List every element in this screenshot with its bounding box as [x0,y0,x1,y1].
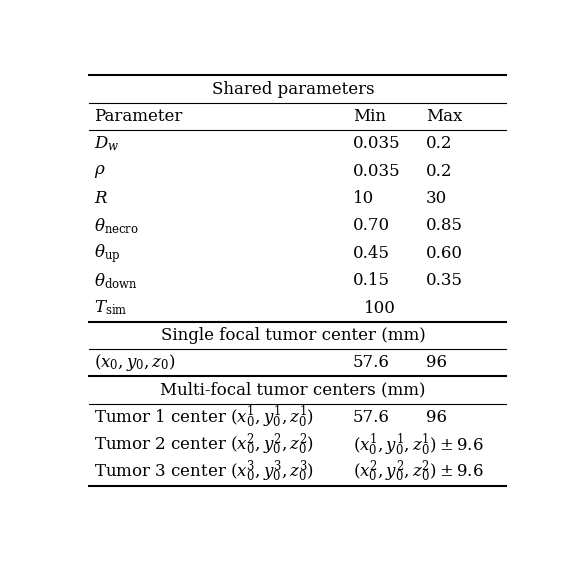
Text: 0.60: 0.60 [426,245,463,262]
Text: $D_w$: $D_w$ [94,135,119,153]
Text: 100: 100 [364,299,396,316]
Text: $(x_0, y_0, z_0)$: $(x_0, y_0, z_0)$ [94,352,175,373]
Text: 0.2: 0.2 [426,163,452,180]
Text: 57.6: 57.6 [353,409,390,426]
Text: Tumor 3 center $(x_0^3, y_0^3, z_0^3)$: Tumor 3 center $(x_0^3, y_0^3, z_0^3)$ [94,459,313,486]
Text: 0.15: 0.15 [353,272,390,289]
Text: $R$: $R$ [94,190,108,207]
Text: 0.85: 0.85 [426,218,463,235]
Text: Single focal tumor center (mm): Single focal tumor center (mm) [161,327,426,344]
Text: $\rho$: $\rho$ [94,163,105,180]
Text: 30: 30 [426,190,447,207]
Text: $(x_0^1, y_0^1, z_0^1) \pm 9.6$: $(x_0^1, y_0^1, z_0^1) \pm 9.6$ [353,432,484,458]
Text: 0.35: 0.35 [426,272,463,289]
Text: 96: 96 [426,354,447,371]
Text: $T_{\rm sim}$: $T_{\rm sim}$ [94,299,127,318]
Text: 96: 96 [426,409,447,426]
Text: 0.035: 0.035 [353,163,400,180]
Text: 57.6: 57.6 [353,354,390,371]
Text: Max: Max [426,108,463,125]
Text: Tumor 1 center $(x_0^1, y_0^1, z_0^1)$: Tumor 1 center $(x_0^1, y_0^1, z_0^1)$ [94,404,313,430]
Text: 10: 10 [353,190,374,207]
Text: 0.70: 0.70 [353,218,390,235]
Text: Multi-focal tumor centers (mm): Multi-focal tumor centers (mm) [160,382,426,399]
Text: $\theta_{\rm necro}$: $\theta_{\rm necro}$ [94,216,138,236]
Text: $\theta_{\rm down}$: $\theta_{\rm down}$ [94,271,137,290]
Text: Shared parameters: Shared parameters [212,81,375,98]
Text: Min: Min [353,108,386,125]
Text: $\theta_{\rm up}$: $\theta_{\rm up}$ [94,242,120,265]
Text: Parameter: Parameter [94,108,182,125]
Text: 0.2: 0.2 [426,135,452,152]
Text: Tumor 2 center $(x_0^2, y_0^2, z_0^2)$: Tumor 2 center $(x_0^2, y_0^2, z_0^2)$ [94,431,313,458]
Text: $(x_0^2, y_0^2, z_0^2) \pm 9.6$: $(x_0^2, y_0^2, z_0^2) \pm 9.6$ [353,459,484,486]
Text: 0.45: 0.45 [353,245,390,262]
Text: 0.035: 0.035 [353,135,400,152]
